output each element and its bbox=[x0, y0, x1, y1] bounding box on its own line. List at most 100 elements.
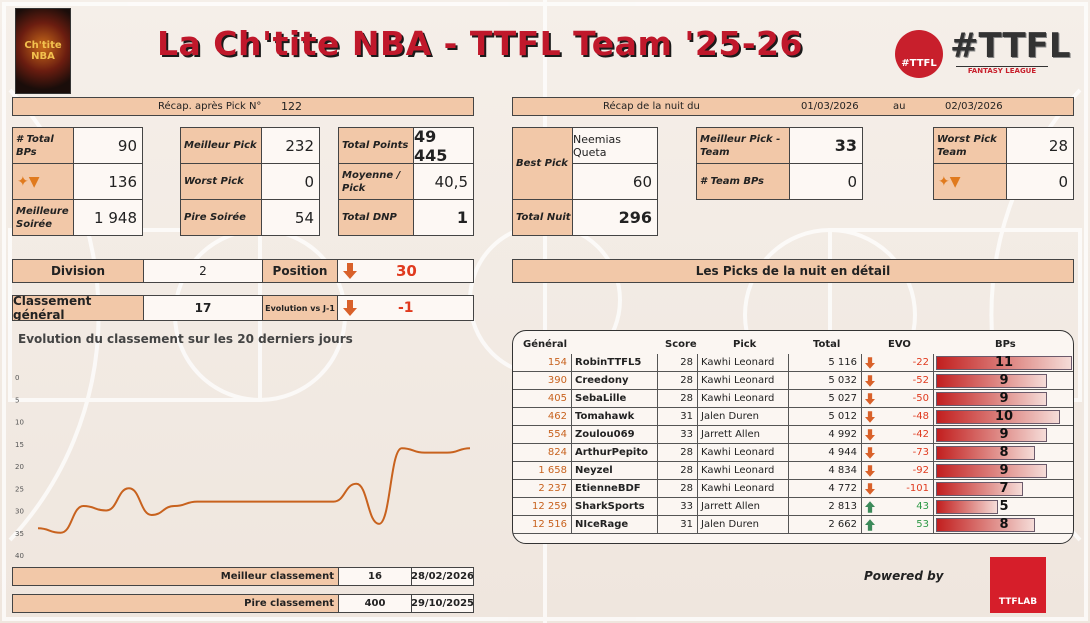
bps-bar bbox=[936, 356, 1072, 370]
row-name: EtienneBDF bbox=[572, 480, 658, 498]
row-name: Creedony bbox=[572, 372, 658, 390]
bps-bar bbox=[936, 428, 1047, 442]
bps-bar bbox=[936, 500, 998, 514]
recap-label: Récap. après Pick N° bbox=[158, 101, 262, 112]
row-bps: 8 bbox=[934, 516, 1073, 534]
ttfl-big-logo: #TTFL bbox=[950, 26, 1071, 66]
row-total: 4 992 bbox=[789, 426, 862, 444]
row-pick-text: Jalen Duren bbox=[701, 519, 759, 530]
night-date-to: 02/03/2026 bbox=[945, 101, 1003, 112]
row-evo: -50 bbox=[862, 390, 934, 408]
best-pick-value: 232 bbox=[261, 127, 320, 164]
night-au: au bbox=[893, 101, 906, 112]
row-pick: Jarrett Allen bbox=[698, 426, 789, 444]
picks-section-title: Les Picks de la nuit en détail bbox=[512, 259, 1074, 283]
bps-value: 11 bbox=[994, 355, 1014, 370]
bps-value: 9 bbox=[999, 463, 1009, 478]
bps-value: 8 bbox=[999, 445, 1009, 460]
col-header-evo: EVO bbox=[888, 339, 911, 350]
row-pick: Jalen Duren bbox=[698, 516, 789, 534]
row-bps: 10 bbox=[934, 408, 1073, 426]
row-rank-text: 824 bbox=[547, 447, 567, 458]
table-row: 390 Creedony 28 Kawhi Leonard 5 032 -52 9 bbox=[513, 372, 1073, 390]
arrow-down-icon bbox=[865, 393, 875, 405]
meilleur-pick-team-label: Meilleur Pick - Team bbox=[696, 127, 790, 164]
arrow-up-icon bbox=[865, 501, 875, 513]
row-bps: 9 bbox=[934, 462, 1073, 480]
row-score: 28 bbox=[658, 372, 698, 390]
worst-rank-date: 29/10/2025 bbox=[411, 594, 474, 613]
row-name-text: Zoulou069 bbox=[575, 429, 635, 440]
row-name: SharkSports bbox=[572, 498, 658, 516]
row-score-text: 28 bbox=[680, 393, 693, 404]
table-row: 462 Tomahawk 31 Jalen Duren 5 012 -48 10 bbox=[513, 408, 1073, 426]
row-pick: Jalen Duren bbox=[698, 408, 789, 426]
row-pick-text: Kawhi Leonard bbox=[701, 357, 775, 368]
col-header-bps: BPs bbox=[995, 339, 1016, 350]
row-rank-text: 154 bbox=[547, 357, 567, 368]
evolution-cell: -1 bbox=[337, 295, 474, 321]
row-rank: 405 bbox=[513, 390, 572, 408]
bps-bar bbox=[936, 410, 1060, 424]
col-header-total: Total bbox=[813, 339, 841, 350]
row-total: 5 032 bbox=[789, 372, 862, 390]
row-score: 28 bbox=[658, 390, 698, 408]
row-rank-text: 390 bbox=[547, 375, 567, 386]
row-name-text: RobinTTFL5 bbox=[575, 357, 642, 368]
row-evo: -101 bbox=[862, 480, 934, 498]
arrow-down-icon bbox=[343, 300, 357, 316]
row-total: 5 027 bbox=[789, 390, 862, 408]
table-row: 1 658 Neyzel 28 Kawhi Leonard 4 834 -92 9 bbox=[513, 462, 1073, 480]
logo-left-text: Ch'tite NBA bbox=[24, 40, 62, 62]
row-score: 31 bbox=[658, 408, 698, 426]
row-name: Tomahawk bbox=[572, 408, 658, 426]
row-evo: -42 bbox=[862, 426, 934, 444]
row-total: 4 944 bbox=[789, 444, 862, 462]
carrot-team-label: ✦▼ bbox=[933, 163, 1007, 200]
row-total: 4 834 bbox=[789, 462, 862, 480]
row-rank: 1 658 bbox=[513, 462, 572, 480]
row-pick: Jarrett Allen bbox=[698, 498, 789, 516]
row-bps: 8 bbox=[934, 444, 1073, 462]
row-bps: 9 bbox=[934, 372, 1073, 390]
logo-circle-text: #TTFL bbox=[901, 58, 937, 69]
powered-by-label: Powered by bbox=[864, 569, 944, 583]
bps-bar bbox=[936, 464, 1047, 478]
page-title: La Ch'tite NBA - TTFL Team '25-26 bbox=[157, 24, 803, 63]
row-total-text: 2 813 bbox=[828, 501, 857, 512]
row-name-text: EtienneBDF bbox=[575, 483, 641, 494]
row-total: 4 772 bbox=[789, 480, 862, 498]
row-score: 31 bbox=[658, 516, 698, 534]
row-total-text: 4 944 bbox=[828, 447, 857, 458]
chtite-nba-logo: Ch'tite NBA bbox=[15, 8, 71, 94]
y-tick-label: 5 bbox=[15, 396, 19, 404]
row-evo: -73 bbox=[862, 444, 934, 462]
row-name: Neyzel bbox=[572, 462, 658, 480]
y-tick-label: 35 bbox=[15, 530, 24, 538]
bps-value: 10 bbox=[994, 409, 1014, 424]
bps-value: 9 bbox=[999, 373, 1009, 388]
row-evo-text: -22 bbox=[912, 357, 929, 368]
bps-value: 7 bbox=[999, 481, 1009, 496]
row-rank-text: 12 259 bbox=[532, 501, 567, 512]
pire-soiree-value: 54 bbox=[261, 199, 320, 236]
evolution-label: Evolution vs J-1 bbox=[262, 295, 338, 321]
row-rank: 462 bbox=[513, 408, 572, 426]
row-pick-text: Kawhi Leonard bbox=[701, 375, 775, 386]
best-soiree-label: Meilleure Soirée bbox=[12, 199, 74, 236]
row-bps: 5 bbox=[934, 498, 1073, 516]
night-best-pick-player: Neemias Queta bbox=[572, 127, 658, 164]
carrot-team-value: 0 bbox=[1006, 163, 1074, 200]
worst-rank-value: 400 bbox=[338, 594, 412, 613]
carrot-label: ✦▼ bbox=[12, 163, 74, 200]
row-total: 5 116 bbox=[789, 354, 862, 372]
row-evo-text: -101 bbox=[906, 483, 929, 494]
table-row: 405 SebaLille 28 Kawhi Leonard 5 027 -50 9 bbox=[513, 390, 1073, 408]
row-name: NIceRage bbox=[572, 516, 658, 534]
row-evo: 53 bbox=[862, 516, 934, 534]
row-score: 33 bbox=[658, 426, 698, 444]
table-row: 554 Zoulou069 33 Jarrett Allen 4 992 -42 9 bbox=[513, 426, 1073, 444]
row-evo-text: -48 bbox=[912, 411, 929, 422]
row-total: 2 813 bbox=[789, 498, 862, 516]
row-total-text: 4 992 bbox=[828, 429, 857, 440]
